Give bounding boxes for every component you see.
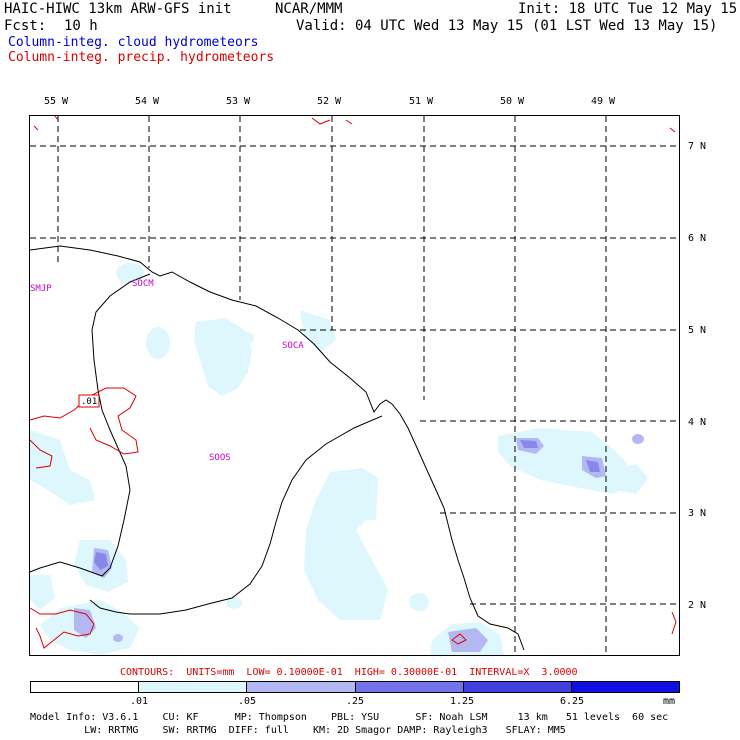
station-soos: SOOS <box>209 453 231 463</box>
fcst-label: Fcst: <box>4 18 47 34</box>
scale-label: 1.25 <box>450 696 475 707</box>
lon-label: 53 W <box>226 96 251 107</box>
field-cloud: Column-integ. cloud hydrometeors <box>8 35 259 50</box>
scale-bin <box>462 682 571 692</box>
cloud-field-high <box>94 440 600 570</box>
station-smjp: SMJP <box>30 284 52 294</box>
model-info-line2: LW: RRTMG SW: RRTMG DIFF: full KM: 2D Sm… <box>30 725 566 736</box>
station-soca: SOCA <box>282 341 304 351</box>
lat-label: 7 N <box>688 141 707 152</box>
lon-label: 54 W <box>135 96 160 107</box>
contour-label: .01 <box>81 397 98 407</box>
color-scale <box>30 681 680 693</box>
scale-label: mm <box>663 696 676 707</box>
lat-label: 2 N <box>688 600 707 611</box>
contour-info: CONTOURS: UNITS=mm LOW= 0.10000E-01 HIGH… <box>120 667 578 678</box>
scale-label: .25 <box>346 696 365 707</box>
lat-lon-grid <box>30 116 680 655</box>
station-socm: SOCM <box>132 279 154 289</box>
lon-label: 49 W <box>591 96 616 107</box>
init-time: Init: 18 UTC Tue 12 May 15 <box>518 1 738 17</box>
scale-bin <box>570 682 680 692</box>
plot-frame <box>29 115 680 656</box>
model-info-line1: Model Info: V3.6.1 CU: KF MP: Thompson P… <box>30 712 669 723</box>
scale-label: .01 <box>130 696 149 707</box>
valid-time: Valid: 04 UTC Wed 13 May 15 (01 LST Wed … <box>296 18 718 34</box>
lon-label: 50 W <box>500 96 525 107</box>
scale-bin <box>354 682 463 692</box>
lon-label: 51 W <box>409 96 434 107</box>
scale-label: .05 <box>238 696 257 707</box>
lat-label: 4 N <box>688 417 707 428</box>
model-title: HAIC-HIWC 13km ARW-GFS init <box>4 1 232 17</box>
coastline <box>29 245 525 651</box>
lat-label: 3 N <box>688 508 707 519</box>
precip-contours <box>29 115 677 649</box>
fcst-value: 10 h <box>64 18 98 34</box>
lon-label: 52 W <box>317 96 342 107</box>
scale-bin <box>138 682 247 692</box>
lon-label: 55 W <box>44 96 69 107</box>
lat-label: 5 N <box>688 325 707 336</box>
scale-label: 6.25 <box>560 696 585 707</box>
scale-bin <box>246 682 355 692</box>
lat-label: 6 N <box>688 233 707 244</box>
contour-label-box <box>78 394 100 408</box>
org-label: NCAR/MMM <box>275 1 343 17</box>
scale-bin <box>31 682 139 692</box>
field-precip: Column-integ. precip. hydrometeors <box>8 50 275 65</box>
